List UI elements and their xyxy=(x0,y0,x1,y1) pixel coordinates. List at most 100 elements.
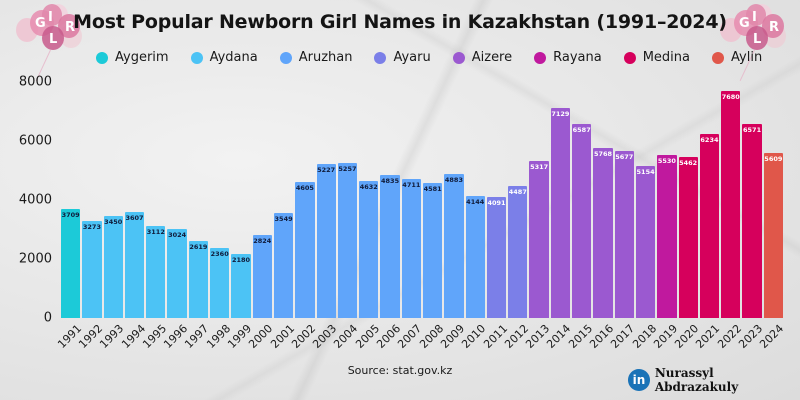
bar-value-label: 7129 xyxy=(551,109,570,118)
bar-2018: 5154 xyxy=(635,165,656,318)
bar-value-label: 2180 xyxy=(231,255,251,264)
y-axis: 0 2000 4000 6000 8000 xyxy=(0,0,52,400)
balloon-icon xyxy=(58,14,80,39)
bar-2023: 6571 xyxy=(742,124,762,318)
legend-item-ayaru: Ayaru xyxy=(374,50,431,65)
y-tick-label: 6000 xyxy=(18,133,52,149)
balloon-letter: I xyxy=(752,10,757,25)
bar-value-label: 5768 xyxy=(593,149,613,158)
source-note: Source: stat.gov.kz xyxy=(347,364,453,377)
legend-dot-icon xyxy=(623,51,636,64)
bar-value-label: 7680 xyxy=(721,93,740,102)
bar-2019: 5530 xyxy=(657,154,677,318)
bar-1994: 3607 xyxy=(124,211,145,318)
linkedin-icon[interactable]: in xyxy=(628,369,650,391)
bar-2021: 6234 xyxy=(699,134,720,318)
chart-title: Most Popular Newborn Girl Names in Kazak… xyxy=(73,11,727,33)
bar-value-label: 2619 xyxy=(189,242,208,251)
bar-2011: 4091 xyxy=(486,197,507,318)
legend-item-aizere: Aizere xyxy=(452,50,513,65)
balloon-letter: L xyxy=(49,32,58,47)
balloon-letter: R xyxy=(769,20,780,35)
legend-dot-icon xyxy=(712,51,725,64)
balloon-letter: G xyxy=(35,16,46,31)
balloon-letter: G xyxy=(739,16,750,31)
bar-value-label: 3112 xyxy=(146,228,165,237)
bar-value-label: 5227 xyxy=(317,165,336,174)
bar-2007: 4711 xyxy=(401,179,421,318)
bar-value-label: 3024 xyxy=(168,230,187,239)
bar-2002: 4605 xyxy=(295,182,315,318)
bar-value-label: 5154 xyxy=(636,167,655,176)
balloon-icon xyxy=(746,26,768,51)
bar-2017: 5677 xyxy=(614,150,634,318)
legend-label: Aydana xyxy=(209,50,258,65)
legend-label: Aylin xyxy=(731,50,763,65)
bar-2016: 5768 xyxy=(593,147,613,318)
bar-1998: 2360 xyxy=(210,248,230,318)
legend-dot-icon xyxy=(279,51,292,64)
bar-value-label: 5257 xyxy=(338,164,357,173)
bar-1992: 3273 xyxy=(82,221,102,318)
bar-value-label: 4835 xyxy=(381,177,400,186)
bar-1993: 3450 xyxy=(103,216,123,318)
bar-2015: 6587 xyxy=(572,123,592,318)
balloon-icon xyxy=(762,14,784,39)
legend-item-aygerim: Aygerim xyxy=(96,50,169,65)
bar-value-label: 4883 xyxy=(444,175,463,184)
legend-label: Ayaru xyxy=(393,50,431,65)
bar-value-label: 3709 xyxy=(61,210,80,219)
legend-dot-icon xyxy=(374,51,387,64)
legend-label: Rayana xyxy=(553,50,602,65)
bar-value-label: 4581 xyxy=(423,184,442,193)
balloon-icon xyxy=(746,4,766,26)
legend-label: Aizere xyxy=(471,50,513,65)
author-credit[interactable]: in Nurassyl Abdrazakuly xyxy=(628,366,800,394)
balloon-letter: I xyxy=(48,10,53,25)
legend-dot-icon xyxy=(452,51,465,64)
x-axis: 1991 1992 1993 1994 1995 1996 1997 1998 1999 2000… xyxy=(55,322,787,362)
bar-value-label: 4632 xyxy=(359,183,378,192)
bar-value-label: 5462 xyxy=(679,158,698,167)
legend: Aygerim Aydana Aruzhan Ayaru Aizere Rayana Med… xyxy=(96,50,784,65)
balloon-icon xyxy=(42,4,62,26)
legend-item-aruzhan: Aruzhan xyxy=(279,50,353,65)
bar-2013: 5317 xyxy=(529,161,549,318)
bar-1991: 3709 xyxy=(61,208,81,318)
legend-label: Aruzhan xyxy=(298,50,353,65)
bar-2003: 5227 xyxy=(316,163,336,318)
bar-2001: 3549 xyxy=(273,213,294,318)
bar-value-label: 2824 xyxy=(253,236,272,245)
legend-label: Medina xyxy=(642,50,691,65)
legend-dot-icon xyxy=(190,51,203,64)
legend-item-rayana: Rayana xyxy=(534,50,602,65)
legend-item-aylin: Aylin xyxy=(712,50,762,65)
bar-value-label: 6571 xyxy=(743,126,762,135)
y-tick-label: 8000 xyxy=(18,74,52,90)
bar-2022: 7680 xyxy=(721,91,741,318)
bar-value-label: 4091 xyxy=(487,199,506,208)
legend-item-medina: Medina xyxy=(623,50,691,65)
plot-area: 3709 3273 3450 3607 3112 3024 2619 2360 2180 2824… xyxy=(60,82,784,318)
legend-dot-icon xyxy=(534,51,547,64)
bar-1996: 3024 xyxy=(167,228,187,318)
bar-2009: 4883 xyxy=(444,173,464,318)
legend-dot-icon xyxy=(96,51,108,64)
bar-1997: 2619 xyxy=(188,240,209,318)
bar-value-label: 3549 xyxy=(274,215,293,224)
bar-value-label: 6587 xyxy=(572,125,591,134)
y-tick-label: 2000 xyxy=(18,251,52,267)
bar-value-label: 3607 xyxy=(125,213,144,222)
bar-value-label: 6234 xyxy=(700,136,719,145)
bar-1999: 2180 xyxy=(231,253,251,318)
bar-value-label: 4605 xyxy=(295,184,314,193)
bar-2010: 4144 xyxy=(465,195,485,318)
bar-2008: 4581 xyxy=(423,182,443,318)
bar-value-label: 4487 xyxy=(508,187,527,196)
y-tick-label: 4000 xyxy=(18,192,52,208)
bar-1995: 3112 xyxy=(146,226,166,318)
bar-value-label: 3273 xyxy=(82,223,101,232)
bar-2024: 5609 xyxy=(763,152,783,318)
